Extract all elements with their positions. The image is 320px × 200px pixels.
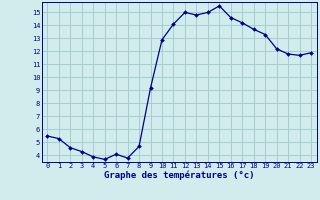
X-axis label: Graphe des températures (°c): Graphe des températures (°c): [104, 171, 254, 180]
